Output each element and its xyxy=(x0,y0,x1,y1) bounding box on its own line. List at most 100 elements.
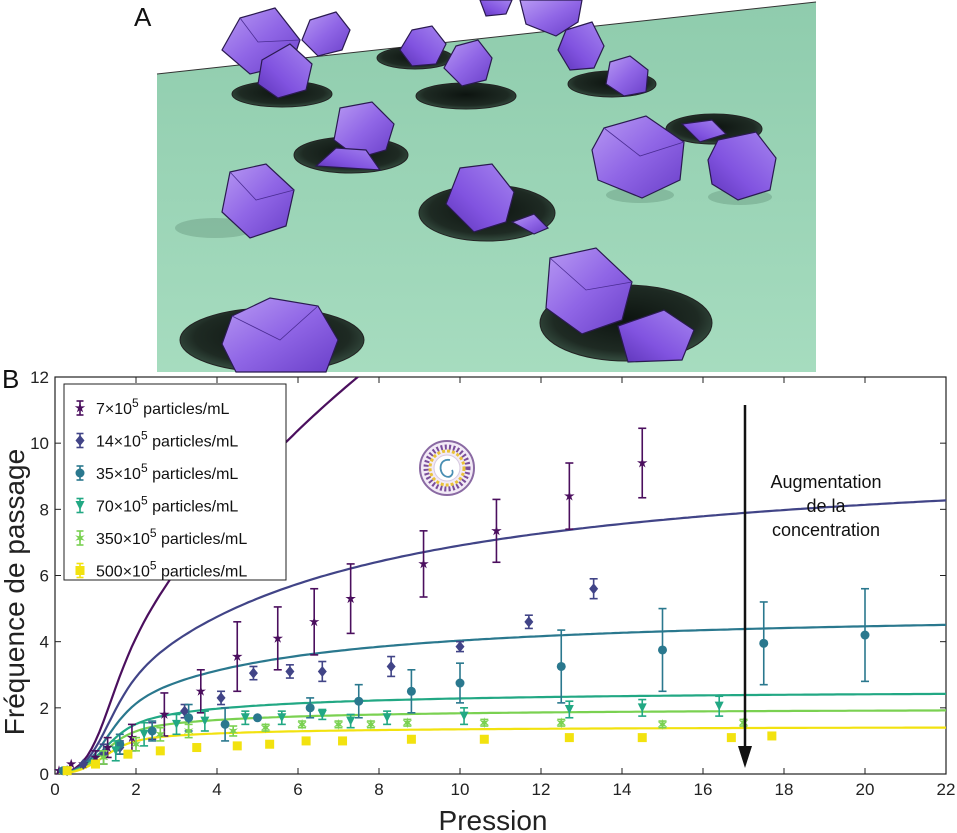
legend-item-70: 70×105 particles/mL xyxy=(75,494,238,516)
panel-a-label: A xyxy=(134,2,152,32)
y-tick-label: 12 xyxy=(30,368,49,387)
marker-star xyxy=(228,725,238,737)
x-tick-label: 8 xyxy=(374,780,383,799)
marker-diamond xyxy=(589,583,599,595)
legend-label: 500×105 particles/mL xyxy=(96,559,247,581)
marker-star xyxy=(66,758,77,769)
marker-star xyxy=(102,742,113,752)
x-tick-label: 0 xyxy=(50,780,59,799)
legend-label-times: ×10 xyxy=(123,531,150,548)
legend-label-value: 500 xyxy=(96,564,123,581)
marker-star xyxy=(345,593,356,604)
x-tick-label: 22 xyxy=(937,780,956,799)
marker-star xyxy=(90,752,101,762)
marker-circle xyxy=(220,719,230,729)
legend-label-times: ×10 xyxy=(114,434,141,451)
marker-triangle xyxy=(200,716,210,726)
marker-square xyxy=(232,741,242,751)
marker-triangle xyxy=(172,719,181,729)
legend-item-14: 14×105 particles/mL xyxy=(75,429,238,451)
marker-circle xyxy=(253,713,262,723)
marker-star xyxy=(366,718,376,730)
legend-label-exponent: 5 xyxy=(141,494,148,508)
marker-circle xyxy=(184,713,194,723)
virus-particle xyxy=(617,309,695,363)
virus-particle xyxy=(479,0,513,17)
marker-square xyxy=(406,734,416,744)
marker-star xyxy=(126,732,138,743)
series-70 xyxy=(62,695,724,776)
legend-label: 14×105 particles/mL xyxy=(96,429,238,451)
marker-circle xyxy=(305,703,315,713)
fit-curve-500 xyxy=(58,726,946,774)
legend-item-7: 7×105 particles/mL xyxy=(74,396,230,418)
marker-square xyxy=(637,733,647,743)
marker-diamond xyxy=(78,758,88,770)
legend-label-unit: particles/mL xyxy=(139,401,230,418)
marker-star xyxy=(418,558,429,569)
marker-circle xyxy=(455,678,465,688)
marker-square xyxy=(192,743,202,753)
marker-circle xyxy=(658,645,667,655)
marker-star xyxy=(297,718,307,730)
y-tick-label: 4 xyxy=(40,633,49,652)
legend-label-value: 14 xyxy=(96,434,114,451)
series-500 xyxy=(62,731,777,776)
marker-star xyxy=(74,402,86,413)
marker-square xyxy=(75,566,85,575)
y-axis-title: Fréquence de passage xyxy=(0,449,30,735)
pore xyxy=(415,82,517,110)
x-tick-label: 2 xyxy=(131,780,140,799)
x-tick-label: 6 xyxy=(293,780,302,799)
legend-label: 35×105 particles/mL xyxy=(96,461,238,483)
virus-particle xyxy=(221,297,339,373)
marker-diamond xyxy=(248,667,258,679)
fit-curve-35 xyxy=(58,623,946,774)
legend-label-value: 7 xyxy=(96,401,105,418)
marker-star xyxy=(491,525,502,536)
annotation-line-1: Augmentation xyxy=(770,472,881,492)
fit-curve-14 xyxy=(58,499,946,774)
marker-diamond xyxy=(455,641,465,653)
marker-star xyxy=(155,728,166,740)
legend-item-500: 500×105 particles/mL xyxy=(75,559,247,581)
panel-b-label: B xyxy=(2,364,19,394)
marker-diamond xyxy=(386,660,396,672)
legend-label-exponent: 5 xyxy=(150,559,157,573)
legend-box xyxy=(63,383,287,581)
x-tick-label: 12 xyxy=(532,780,551,799)
marker-circle xyxy=(75,468,85,478)
legend-label-exponent: 5 xyxy=(132,396,139,410)
virus-particle xyxy=(545,247,633,335)
series-35 xyxy=(58,587,870,776)
marker-star xyxy=(333,718,344,730)
x-tick-label: 16 xyxy=(694,780,713,799)
y-axis: 0 2 4 6 8 10 12 xyxy=(30,368,946,784)
virus-particle xyxy=(257,43,313,99)
legend-label-unit: particles/mL xyxy=(157,564,248,581)
panel-a-illustration: A xyxy=(134,0,817,373)
marker-star xyxy=(309,616,320,627)
marker-triangle xyxy=(111,746,121,756)
marker-star xyxy=(564,490,575,501)
marker-star xyxy=(637,457,648,468)
marker-diamond xyxy=(285,665,295,677)
marker-circle xyxy=(759,638,769,648)
marker-star xyxy=(738,717,749,729)
virus-particle xyxy=(221,163,295,239)
virus-particle xyxy=(707,131,777,201)
marker-square xyxy=(301,736,311,746)
marker-star xyxy=(75,532,85,544)
legend-label: 350×105 particles/mL xyxy=(96,526,247,548)
marker-square xyxy=(564,733,574,743)
legend-item-350: 350×105 particles/mL xyxy=(75,526,247,548)
virus-particle xyxy=(591,115,685,199)
marker-square xyxy=(767,731,777,741)
marker-star xyxy=(131,738,141,750)
x-tick-label: 14 xyxy=(613,780,632,799)
legend-label-exponent: 5 xyxy=(150,526,157,540)
legend-label-times: ×10 xyxy=(114,499,141,516)
marker-triangle xyxy=(382,713,392,723)
